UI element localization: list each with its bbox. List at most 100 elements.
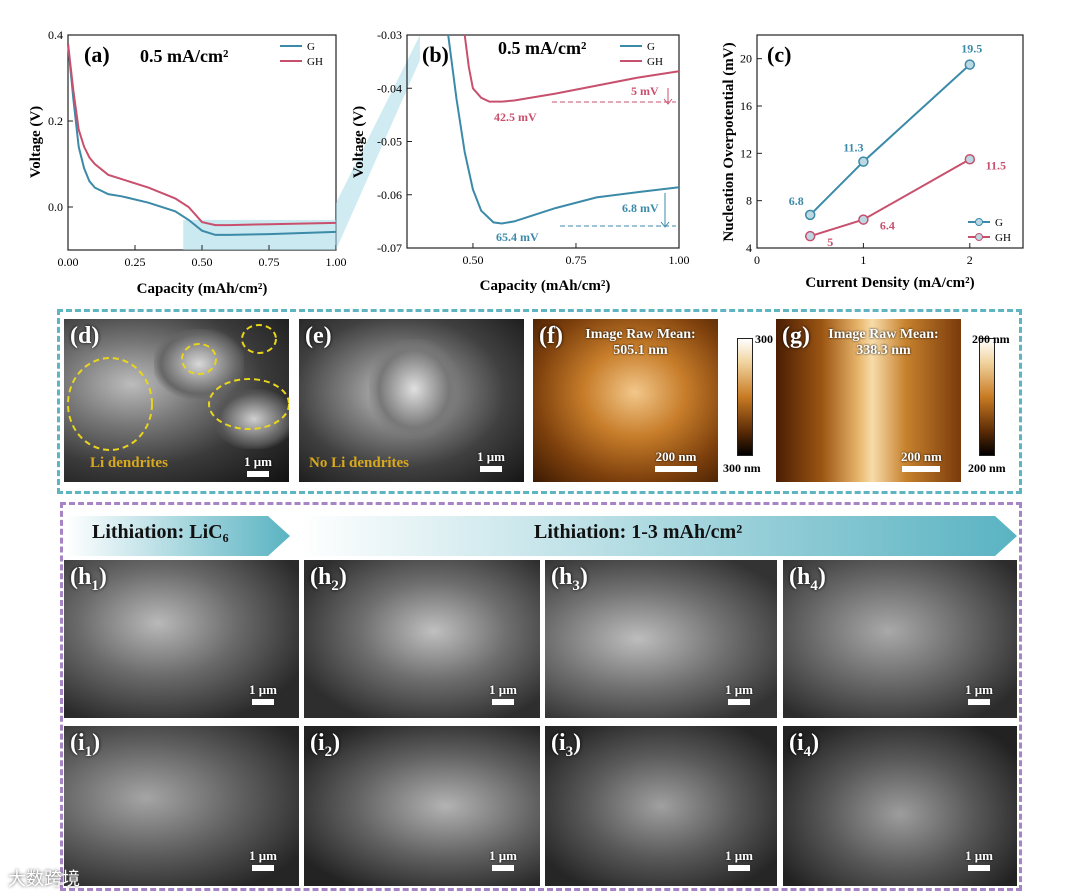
series-GH-point xyxy=(804,230,816,242)
series-G-line xyxy=(447,34,680,225)
legend-label-G: G xyxy=(995,217,1003,229)
lithiation-panel xyxy=(60,502,1022,891)
label-5mv: 5 mV xyxy=(631,84,659,98)
tile-g-title-1: Image Raw Mean: xyxy=(828,327,939,342)
label-65-4: 65.4 mV xyxy=(496,230,539,244)
tile-e-scalebar: 1 μm xyxy=(477,449,505,472)
series-GH-point xyxy=(964,154,976,165)
tile-f-scalebar: 200 nm xyxy=(655,449,697,472)
chart-a-panel-label: (a) xyxy=(84,42,110,67)
legend-label-G: G xyxy=(307,41,315,53)
watermark: 大数跨境 xyxy=(8,869,80,890)
sem-tile-d: (d) Li dendrites 1 μm xyxy=(64,319,289,482)
series-GH-label: 6.4 xyxy=(880,219,895,233)
sem-tile-i2: (i2) 1 μm xyxy=(304,726,540,886)
y-tick-label: -0.06 xyxy=(377,188,402,202)
tile-f-label: (f) xyxy=(539,323,563,349)
colorbar-g xyxy=(979,338,995,456)
tile-d-scalebar: 1 μm xyxy=(244,454,272,477)
g-arrow xyxy=(660,193,670,228)
series-GH-label: 5 xyxy=(827,235,833,249)
chart-a-xlabel: Capacity (mAh/cm²) xyxy=(137,281,268,297)
afm-tile-g: (g) Image Raw Mean: 338.3 nm 200 nm xyxy=(776,319,961,482)
label-6-8: 6.8 mV xyxy=(622,201,659,215)
y-tick-label: 4 xyxy=(746,241,752,255)
afm-tile-f: (f) Image Raw Mean: 505.1 nm 200 nm xyxy=(533,319,718,482)
legend-label-G: G xyxy=(647,41,655,53)
tile-f-title-1: Image Raw Mean: xyxy=(585,327,696,342)
series-G-point xyxy=(964,59,976,70)
chart-a-ylabel: Voltage (V) xyxy=(28,106,44,178)
y-tick-label: -0.03 xyxy=(377,28,402,42)
y-tick-label: -0.04 xyxy=(377,81,402,95)
series-GH-line xyxy=(463,34,680,103)
lithiation-arrows xyxy=(66,516,1017,556)
colorbar-f-bottom: 300 nm xyxy=(723,461,761,475)
sem-tile-h2: (h2) 1 μm xyxy=(304,560,540,718)
y-tick-label: 20 xyxy=(740,52,752,66)
series-G-line xyxy=(67,43,337,236)
chart-b-panel-label: (b) xyxy=(422,42,449,67)
chart-b-xlabel: Capacity (mAh/cm²) xyxy=(480,278,611,294)
sem-tile-i1: (i1) 1 μm xyxy=(64,726,299,886)
y-tick-label: 0.0 xyxy=(48,200,63,214)
legend-label-GH: GH xyxy=(995,232,1011,244)
chart-c-panel-label: (c) xyxy=(767,42,791,67)
tile-g-label: (g) xyxy=(782,323,810,349)
colorbar-g-top: 200 nm xyxy=(972,332,1010,346)
series-G-point xyxy=(858,156,869,167)
gh-arrow xyxy=(663,88,673,105)
series-G-label: 19.5 xyxy=(961,42,982,56)
tile-g-scalebar: 200 nm xyxy=(901,449,942,472)
series-G-label: 11.3 xyxy=(843,141,863,155)
chart-c-ylabel: Nucleation Overpotential (mV) xyxy=(721,42,737,241)
legend-label-GH: GH xyxy=(307,56,323,68)
y-tick-label: 16 xyxy=(740,99,752,113)
arrow-right xyxy=(300,516,1017,556)
y-tick-label: -0.05 xyxy=(377,135,402,149)
tile-f-title-2: 505.1 nm xyxy=(613,343,668,358)
label-42-5: 42.5 mV xyxy=(494,110,537,124)
y-tick-label: 0.2 xyxy=(48,114,63,128)
x-tick-label: 1 xyxy=(860,253,866,267)
sem-tile-e: (e) No Li dendrites 1 μm xyxy=(299,319,524,482)
sem-tile-h4: (h4) 1 μm xyxy=(783,560,1017,718)
x-tick-label: 0.75 xyxy=(565,253,586,267)
legend-marker-GH xyxy=(975,233,983,241)
chart-b-ylabel: Voltage (V) xyxy=(351,106,367,178)
chart-a-annotation: 0.5 mA/cm² xyxy=(140,46,228,66)
series-G-line xyxy=(809,63,971,216)
x-tick-label: 2 xyxy=(967,253,973,267)
x-tick-label: 0.50 xyxy=(192,255,213,269)
chart-a: 0.00 0.25 0.50 0.75 1.00 0.4 0.2 0.0 (a) 0.5 mA… xyxy=(28,28,347,297)
tile-e-label: (e) xyxy=(305,323,332,349)
sem-tile-h3: (h3) 1 μm xyxy=(545,560,777,718)
sem-tile-h1: (h1) 1 μm xyxy=(64,560,299,718)
tile-d-label: (d) xyxy=(70,323,100,349)
x-tick-label: 0 xyxy=(754,253,760,267)
afm-sem-panel xyxy=(57,309,1022,494)
x-tick-label: 0.25 xyxy=(125,255,146,269)
tile-e-note: No Li dendrites xyxy=(309,455,410,471)
tile-g-title-2: 338.3 nm xyxy=(856,343,911,358)
arrow-right-text: Lithiation: 1-3 mAh/cm² xyxy=(534,521,743,543)
sem-tile-i4: (i4) 1 μm xyxy=(783,726,1017,886)
y-tick-label: 12 xyxy=(740,146,752,160)
series-GH-point xyxy=(858,214,869,225)
tile-d-note: Li dendrites xyxy=(90,455,168,471)
zoom-wedge xyxy=(336,35,420,250)
chart-b-annotation: 0.5 mA/cm² xyxy=(498,38,586,58)
chart-a-frame xyxy=(67,34,337,251)
arrow-left xyxy=(66,516,290,556)
x-tick-label: 1.00 xyxy=(326,255,347,269)
legend-marker-G xyxy=(975,218,983,226)
chart-b: 0.50 0.75 1.00 -0.03 -0.04 -0.05 -0.06 -0.07 (b… xyxy=(351,28,690,294)
x-tick-label: 0.50 xyxy=(462,253,483,267)
y-tick-label: -0.07 xyxy=(377,241,402,255)
chart-c-xlabel: Current Density (mA/cm²) xyxy=(805,275,974,291)
series-G-label: 6.8 xyxy=(789,194,804,208)
sem-tile-i3: (i3) 1 μm xyxy=(545,726,777,886)
y-tick-label: 0.4 xyxy=(48,28,63,42)
x-tick-label: 0.75 xyxy=(259,255,280,269)
